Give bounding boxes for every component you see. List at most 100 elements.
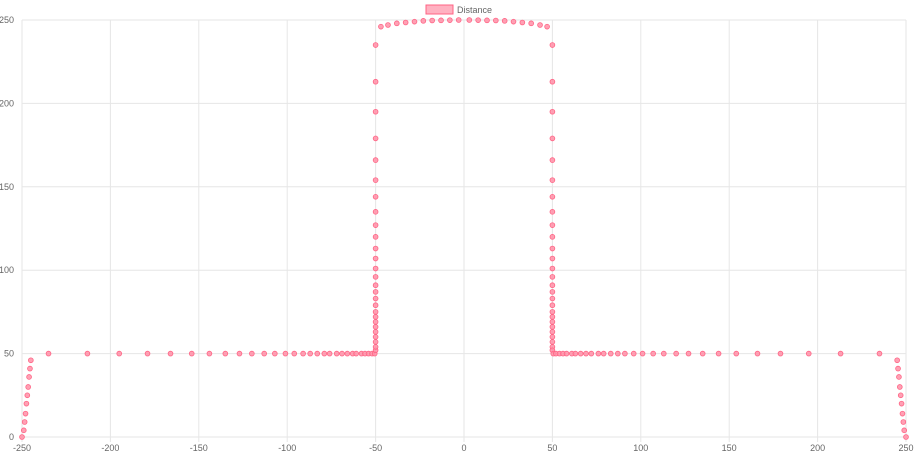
data-point[interactable] [595, 350, 602, 357]
data-point[interactable] [372, 339, 379, 345]
data-point[interactable] [583, 350, 589, 357]
data-point[interactable] [24, 392, 31, 399]
data-point[interactable] [549, 108, 556, 115]
data-point[interactable] [754, 350, 761, 357]
data-point[interactable] [372, 334, 379, 340]
data-point[interactable] [372, 255, 379, 262]
data-point[interactable] [144, 350, 151, 357]
data-point[interactable] [563, 350, 570, 357]
data-point[interactable] [372, 324, 379, 330]
data-point[interactable] [249, 350, 255, 357]
data-point[interactable] [549, 42, 556, 48]
data-point[interactable] [549, 274, 556, 280]
data-point[interactable] [549, 282, 556, 289]
data-point[interactable] [600, 350, 607, 357]
data-point[interactable] [372, 177, 379, 183]
data-point[interactable] [501, 18, 508, 24]
data-point[interactable] [372, 194, 379, 200]
data-point[interactable] [903, 434, 909, 440]
data-point[interactable] [372, 274, 379, 280]
data-point[interactable] [447, 17, 453, 23]
data-point[interactable] [372, 289, 379, 295]
data-point[interactable] [272, 350, 278, 357]
data-point[interactable] [84, 350, 91, 357]
data-point[interactable] [549, 295, 556, 302]
data-point[interactable] [630, 350, 637, 357]
data-point[interactable] [549, 234, 556, 240]
data-point[interactable] [699, 350, 706, 357]
data-point[interactable] [549, 177, 556, 183]
data-point[interactable] [660, 350, 667, 357]
data-point[interactable] [20, 427, 27, 434]
data-point[interactable] [21, 419, 28, 425]
data-point[interactable] [549, 245, 556, 252]
data-point[interactable] [116, 350, 123, 357]
data-point[interactable] [607, 350, 614, 357]
data-point[interactable] [429, 17, 435, 24]
data-point[interactable] [372, 302, 379, 309]
data-point[interactable] [206, 350, 213, 357]
data-point[interactable] [549, 324, 556, 330]
data-point[interactable] [897, 392, 904, 399]
data-point[interactable] [615, 350, 621, 357]
data-point[interactable] [372, 78, 379, 85]
data-point[interactable] [733, 350, 740, 357]
data-point[interactable] [900, 419, 907, 425]
data-point[interactable] [372, 344, 379, 350]
data-point[interactable] [339, 350, 345, 357]
data-point[interactable] [378, 23, 384, 30]
data-point[interactable] [549, 78, 556, 85]
data-point[interactable] [549, 314, 556, 320]
data-point[interactable] [45, 350, 52, 357]
data-point[interactable] [673, 350, 679, 357]
data-point[interactable] [685, 350, 692, 357]
data-point[interactable] [353, 350, 359, 357]
data-point[interactable] [549, 329, 556, 335]
data-point[interactable] [19, 434, 25, 440]
data-point[interactable] [549, 302, 556, 309]
data-point[interactable] [898, 400, 905, 407]
data-point[interactable] [549, 255, 556, 262]
data-point[interactable] [236, 350, 243, 357]
data-point[interactable] [438, 17, 444, 24]
data-point[interactable] [549, 309, 556, 315]
data-point[interactable] [549, 334, 556, 340]
data-point[interactable] [27, 365, 33, 372]
data-point[interactable] [894, 357, 900, 364]
data-point[interactable] [372, 329, 379, 335]
data-point[interactable] [544, 23, 550, 30]
data-point[interactable] [372, 42, 379, 48]
data-point[interactable] [307, 350, 313, 357]
data-point[interactable] [588, 350, 595, 357]
data-point[interactable] [314, 350, 321, 357]
data-point[interactable] [549, 157, 556, 163]
data-point[interactable] [167, 350, 174, 357]
data-point[interactable] [282, 350, 289, 357]
data-point[interactable] [372, 295, 379, 302]
data-point[interactable] [372, 108, 379, 115]
data-point[interactable] [549, 319, 556, 325]
data-point[interactable] [777, 350, 784, 357]
data-point[interactable] [261, 350, 268, 357]
data-point[interactable] [26, 374, 32, 380]
data-point[interactable] [493, 17, 499, 24]
data-point[interactable] [372, 222, 379, 228]
data-point[interactable] [291, 350, 298, 357]
data-point[interactable] [372, 265, 379, 272]
data-point[interactable] [222, 350, 229, 357]
data-point[interactable] [321, 350, 328, 357]
data-point[interactable] [549, 222, 556, 228]
data-point[interactable] [372, 314, 379, 320]
data-point[interactable] [837, 350, 844, 357]
data-point[interactable] [372, 309, 379, 315]
data-point[interactable] [402, 19, 409, 26]
data-point[interactable] [23, 400, 30, 407]
data-point[interactable] [484, 17, 490, 24]
data-point[interactable] [333, 350, 340, 357]
data-point[interactable] [897, 384, 903, 390]
data-point[interactable] [372, 234, 379, 240]
data-point[interactable] [28, 357, 34, 364]
data-point[interactable] [455, 17, 462, 23]
data-point[interactable] [466, 17, 473, 23]
data-point[interactable] [528, 20, 534, 27]
